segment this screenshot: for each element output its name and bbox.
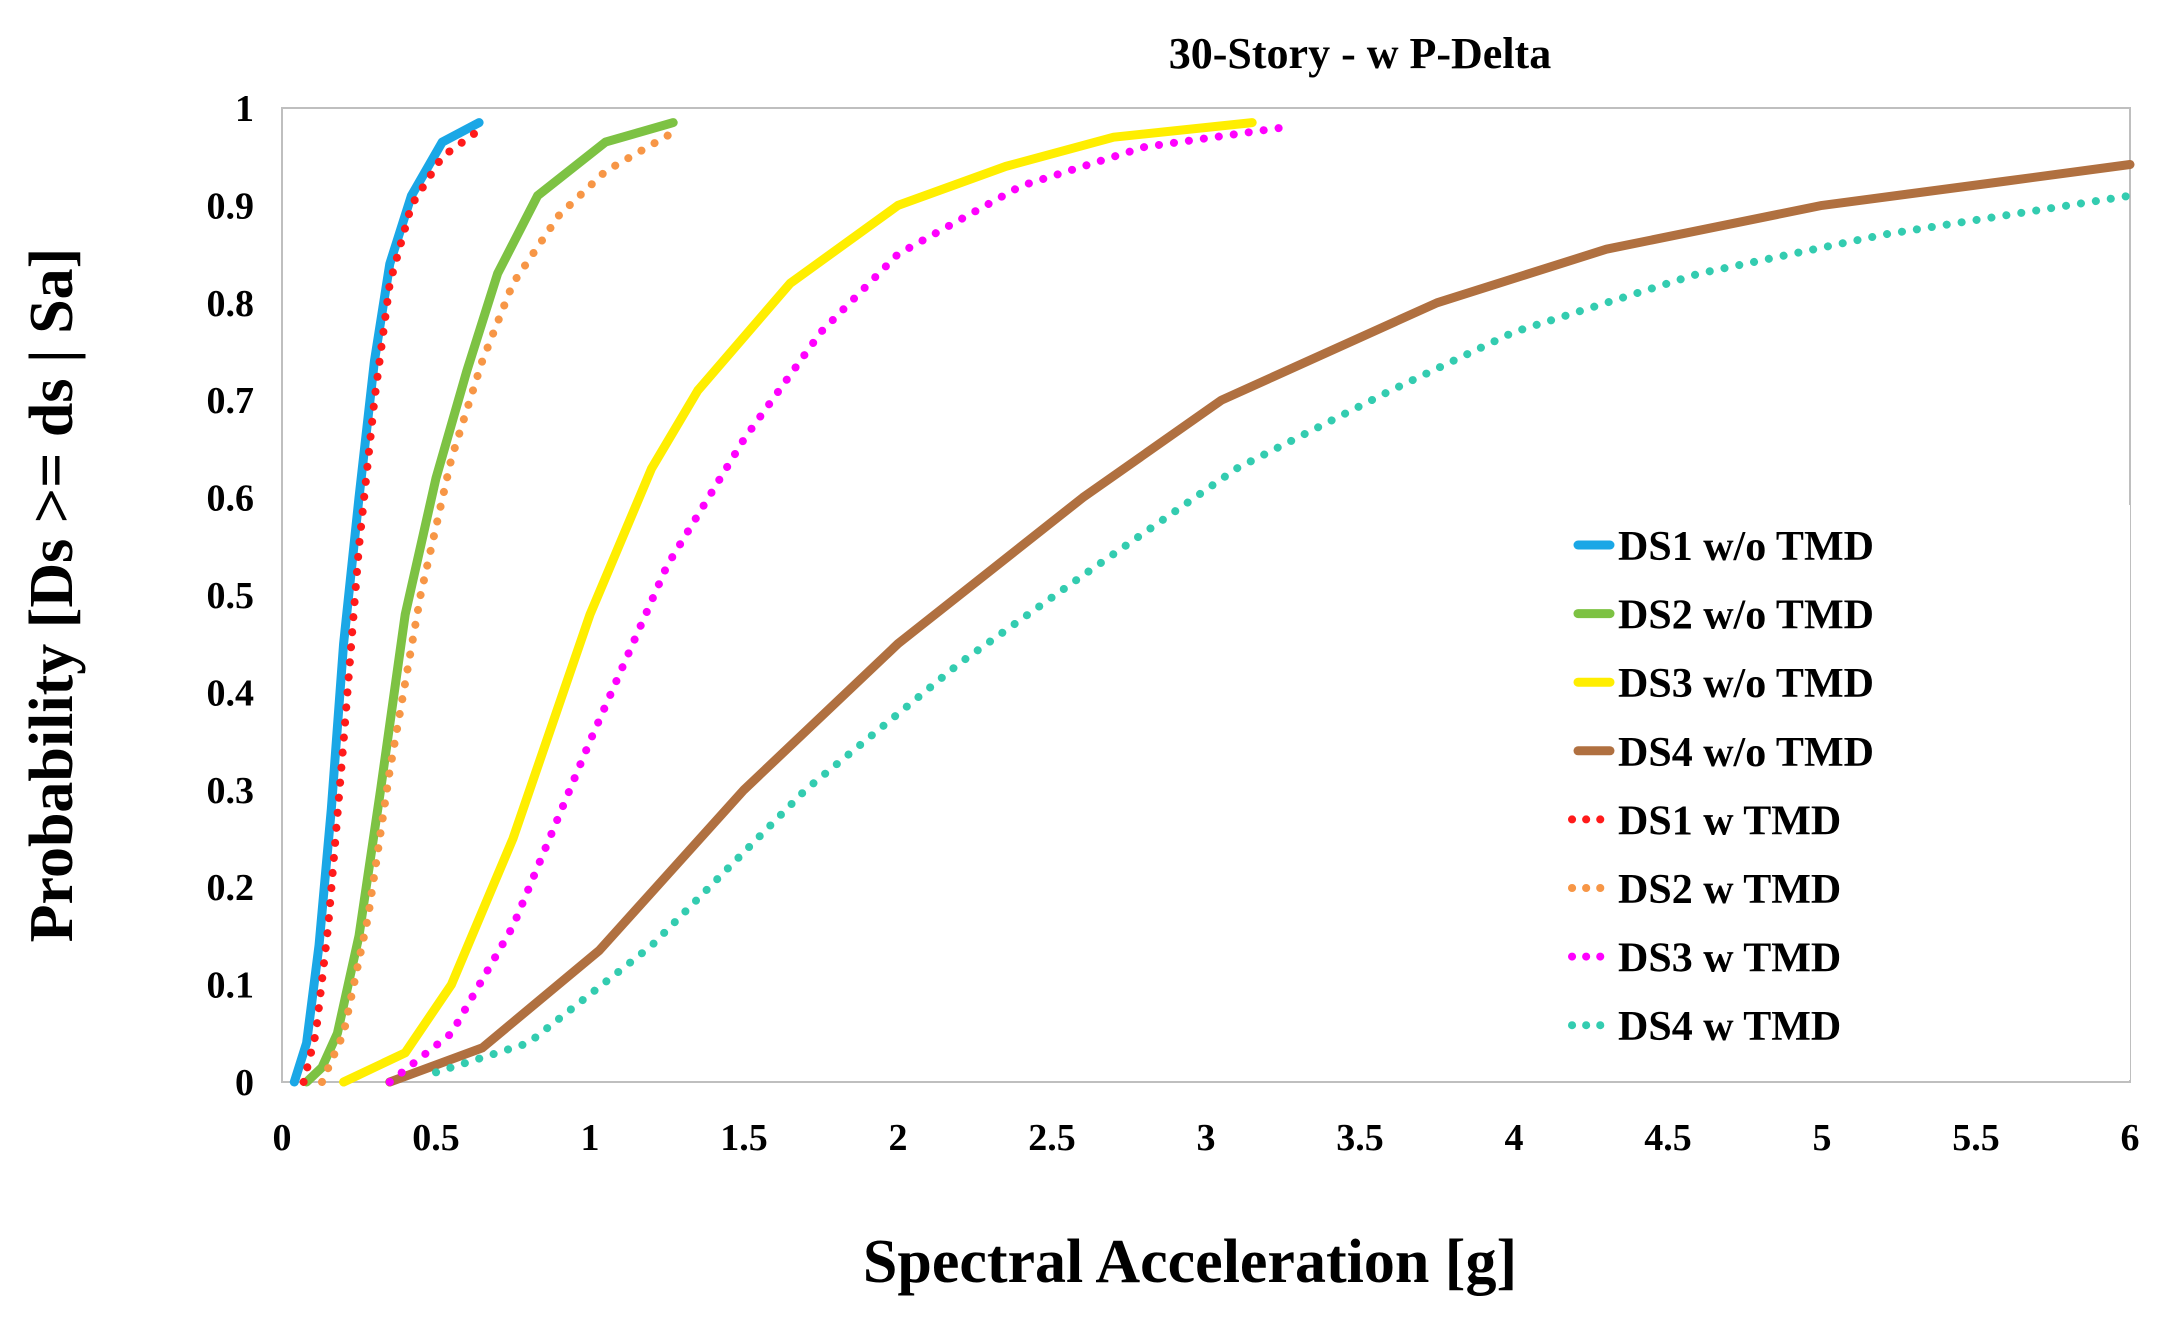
x-tick-label: 4 xyxy=(1505,1117,1524,1159)
series-line-1 xyxy=(289,118,484,1087)
series-line-8 xyxy=(432,191,2134,1077)
series-line-7 xyxy=(385,123,1287,1086)
x-tick-label: 3.5 xyxy=(1336,1117,1384,1159)
y-tick-label: 0.8 xyxy=(207,283,255,325)
series-line-3 xyxy=(339,118,1257,1087)
legend-label-4: DS4 w/o TMD xyxy=(1618,730,1874,776)
legend-box xyxy=(1520,505,2130,1080)
legend-label-2: DS2 w/o TMD xyxy=(1618,593,1874,639)
data-series xyxy=(289,118,2135,1087)
x-tick-labels: 0 0.5 1 1.5 2 2.5 3 3.5 4 4.5 5 5.5 6 xyxy=(273,1117,2140,1159)
y-tick-label: 1 xyxy=(235,88,254,130)
y-tick-label: 0.6 xyxy=(207,478,255,520)
y-tick-label: 0 xyxy=(235,1062,254,1104)
y-tick-label: 0.2 xyxy=(207,867,255,909)
y-tick-label: 0.5 xyxy=(207,575,255,617)
x-tick-label: 0.5 xyxy=(412,1117,460,1159)
legend-label-1: DS1 w/o TMD xyxy=(1618,524,1874,570)
y-axis-label: Probability [Ds >= ds | Sa] xyxy=(18,248,86,943)
x-tick-label: 1 xyxy=(581,1117,600,1159)
x-axis-label: Spectral Acceleration [g] xyxy=(863,1228,1517,1296)
y-tick-label: 0.7 xyxy=(207,380,255,422)
y-tick-labels: 0 0.1 0.2 0.3 0.4 0.5 0.6 0.7 0.8 0.9 1 xyxy=(207,88,255,1104)
x-tick-label: 6 xyxy=(2121,1117,2140,1159)
x-tick-label: 3 xyxy=(1197,1117,1216,1159)
legend: DS1 w/o TMD DS2 w/o TMD DS3 w/o TMD DS4 w/o… xyxy=(1568,524,1874,1050)
series-line-6 xyxy=(318,128,678,1086)
x-tick-label: 1.5 xyxy=(720,1117,768,1159)
series-line-2 xyxy=(302,118,678,1087)
legend-label-8: DS4 w TMD xyxy=(1618,1004,1841,1050)
legend-label-7: DS3 w TMD xyxy=(1618,936,1841,982)
y-tick-label: 0.1 xyxy=(207,965,255,1007)
series-line-5 xyxy=(299,128,480,1086)
y-tick-label: 0.3 xyxy=(207,770,255,812)
chart-title: 30-Story - w P-Delta xyxy=(1169,29,1551,78)
legend-label-5: DS1 w TMD xyxy=(1618,798,1841,844)
legend-label-3: DS3 w/o TMD xyxy=(1618,661,1874,707)
x-tick-label: 5 xyxy=(1813,1117,1832,1159)
y-tick-label: 0.9 xyxy=(207,185,255,227)
legend-label-6: DS2 w TMD xyxy=(1618,867,1841,913)
x-tick-label: 0 xyxy=(273,1117,292,1159)
x-tick-label: 2.5 xyxy=(1028,1117,1076,1159)
x-tick-label: 4.5 xyxy=(1644,1117,1692,1159)
x-tick-label: 5.5 xyxy=(1952,1117,2000,1159)
x-tick-label: 2 xyxy=(889,1117,908,1159)
series-line-4 xyxy=(385,160,2135,1087)
y-tick-label: 0.4 xyxy=(207,672,255,714)
